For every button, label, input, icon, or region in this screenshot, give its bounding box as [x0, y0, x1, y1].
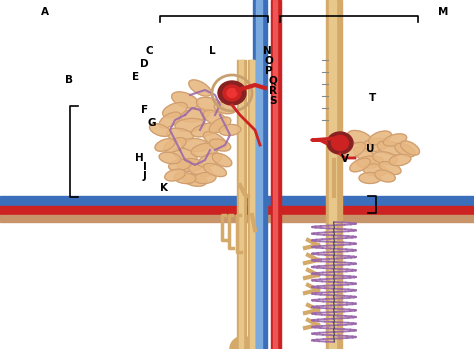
Text: G: G [147, 118, 156, 128]
Ellipse shape [401, 141, 419, 155]
Ellipse shape [155, 139, 175, 151]
Text: L: L [209, 46, 216, 55]
Text: F: F [141, 105, 148, 115]
Ellipse shape [167, 128, 193, 142]
Text: M: M [438, 7, 448, 17]
Bar [273, 0, 277, 349]
Ellipse shape [149, 124, 171, 136]
Ellipse shape [214, 102, 236, 114]
Text: T: T [368, 94, 376, 103]
Ellipse shape [327, 132, 353, 154]
Bar [0, 206, 474, 215]
Text: H: H [136, 153, 144, 163]
Ellipse shape [383, 134, 407, 146]
Ellipse shape [359, 172, 381, 184]
Bar [326, 0, 342, 349]
Ellipse shape [198, 153, 222, 167]
Ellipse shape [203, 132, 227, 148]
Ellipse shape [189, 80, 211, 96]
Ellipse shape [375, 170, 395, 182]
Ellipse shape [361, 138, 389, 152]
Ellipse shape [188, 163, 212, 177]
Ellipse shape [379, 162, 401, 174]
Text: R: R [269, 86, 276, 96]
Ellipse shape [165, 169, 185, 181]
Text: U: U [366, 144, 375, 154]
Ellipse shape [389, 154, 411, 166]
Bar [239, 60, 243, 349]
Ellipse shape [159, 152, 181, 164]
Bar [253, 0, 267, 349]
Text: B: B [65, 75, 73, 85]
Bar [0, 196, 474, 206]
Ellipse shape [203, 110, 227, 126]
Ellipse shape [177, 158, 203, 171]
Text: N: N [264, 46, 272, 55]
Ellipse shape [363, 164, 387, 176]
Text: A: A [41, 7, 49, 17]
Text: S: S [269, 96, 276, 105]
Ellipse shape [164, 138, 186, 153]
Ellipse shape [356, 156, 383, 168]
Bar [0, 215, 474, 222]
Ellipse shape [172, 92, 199, 108]
Ellipse shape [219, 125, 241, 135]
Text: J: J [143, 171, 146, 181]
Ellipse shape [173, 148, 197, 162]
Ellipse shape [212, 153, 232, 167]
Ellipse shape [227, 89, 237, 97]
Text: E: E [131, 72, 139, 82]
Ellipse shape [218, 81, 246, 105]
Ellipse shape [223, 85, 241, 101]
Ellipse shape [209, 117, 231, 133]
Bar [237, 60, 246, 349]
Bar [271, 0, 281, 349]
Text: K: K [160, 183, 167, 193]
Ellipse shape [345, 142, 365, 158]
Bar [250, 60, 254, 349]
Ellipse shape [354, 147, 376, 163]
Text: V: V [341, 154, 349, 164]
Text: P: P [265, 66, 273, 76]
Text: O: O [265, 56, 273, 66]
Ellipse shape [169, 159, 191, 171]
Ellipse shape [373, 152, 397, 164]
Text: I: I [143, 162, 146, 172]
Ellipse shape [347, 131, 373, 146]
Ellipse shape [191, 123, 219, 137]
Ellipse shape [180, 108, 210, 122]
Ellipse shape [194, 172, 216, 184]
Ellipse shape [395, 143, 415, 157]
Ellipse shape [369, 131, 392, 145]
Bar [248, 60, 257, 349]
Ellipse shape [183, 174, 207, 186]
Ellipse shape [350, 158, 370, 172]
Text: C: C [146, 46, 153, 55]
Ellipse shape [331, 135, 348, 150]
Ellipse shape [163, 103, 187, 118]
Ellipse shape [377, 141, 403, 155]
Ellipse shape [182, 139, 209, 151]
Ellipse shape [191, 143, 219, 157]
Ellipse shape [210, 139, 231, 151]
Bar [329, 0, 336, 349]
Text: D: D [140, 59, 149, 68]
Ellipse shape [203, 163, 227, 177]
Bar [256, 0, 262, 349]
Ellipse shape [159, 112, 181, 128]
Ellipse shape [175, 118, 205, 132]
Ellipse shape [196, 97, 224, 113]
Text: Q: Q [268, 76, 277, 86]
Ellipse shape [174, 172, 196, 184]
